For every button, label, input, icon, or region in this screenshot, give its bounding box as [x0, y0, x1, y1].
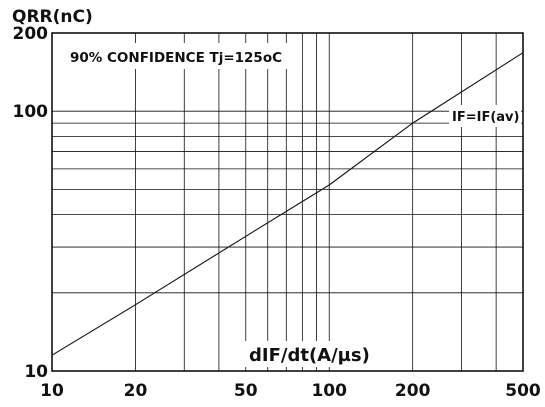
y-tick-label: 200	[13, 24, 49, 44]
y-axis-label: QRR(nC)	[12, 7, 93, 27]
x-axis-label: dIF/dt(A/µs)	[249, 345, 370, 366]
series-label: IF=IF(av)	[452, 110, 519, 125]
grid	[52, 33, 523, 371]
x-tick-label: 20	[124, 381, 148, 401]
x-tick-label: 50	[234, 381, 258, 401]
x-tick-label: 200	[395, 381, 431, 401]
x-label-backdrop	[243, 341, 387, 367]
series-label-backdrop	[449, 105, 521, 127]
tick-labels: 10 20 50 100 200 500 10 100 200	[13, 24, 541, 401]
series-line	[51, 52, 524, 356]
series-layer	[51, 52, 524, 356]
plot-frame	[51, 32, 524, 372]
x-tick-label: 10	[40, 381, 64, 401]
chart-title: 90% CONFIDENCE Tj=125oC	[70, 50, 282, 66]
x-tick-label: 500	[505, 381, 541, 401]
y-tick-label: 10	[24, 362, 48, 382]
y-tick-label: 100	[13, 102, 49, 122]
title-backdrop	[62, 43, 302, 69]
x-tick-label: 100	[311, 381, 347, 401]
